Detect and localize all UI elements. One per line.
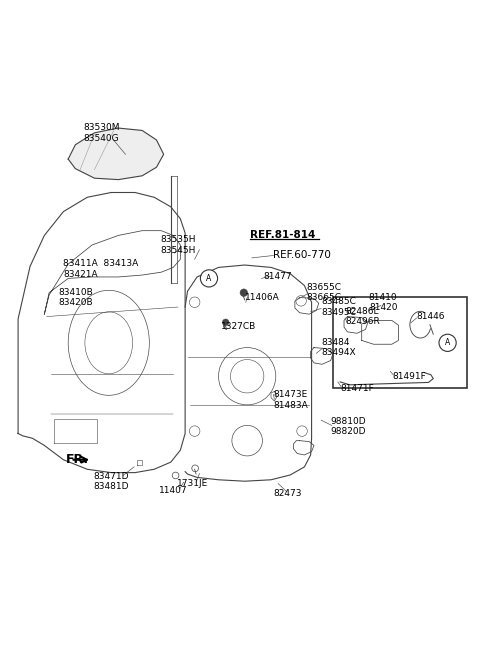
Text: A: A bbox=[445, 338, 450, 348]
Circle shape bbox=[240, 289, 248, 296]
Text: 81410
81420: 81410 81420 bbox=[369, 292, 397, 312]
Text: 81446: 81446 bbox=[417, 312, 445, 321]
Text: 83471D
83481D: 83471D 83481D bbox=[94, 472, 129, 491]
Text: 98810D
98820D: 98810D 98820D bbox=[331, 417, 366, 436]
Circle shape bbox=[222, 319, 229, 326]
Text: REF.81-814: REF.81-814 bbox=[250, 231, 315, 240]
Text: 83655C
83665C: 83655C 83665C bbox=[307, 283, 342, 302]
Text: REF.60-770: REF.60-770 bbox=[274, 250, 331, 260]
Text: 83484
83494X: 83484 83494X bbox=[321, 338, 356, 357]
Text: 1731JE: 1731JE bbox=[177, 479, 208, 488]
Circle shape bbox=[200, 270, 217, 287]
Text: 81473E
81483A: 81473E 81483A bbox=[274, 390, 308, 410]
Text: 83485C
83495C: 83485C 83495C bbox=[321, 298, 356, 317]
Text: 81491F: 81491F bbox=[393, 372, 426, 380]
Text: A: A bbox=[206, 274, 212, 283]
Text: 83535H
83545H: 83535H 83545H bbox=[160, 235, 196, 255]
Text: 1327CB: 1327CB bbox=[221, 322, 256, 330]
Text: 83410B
83420B: 83410B 83420B bbox=[59, 288, 94, 307]
Bar bbox=[333, 298, 467, 388]
Circle shape bbox=[439, 334, 456, 351]
Text: 81471F: 81471F bbox=[340, 384, 374, 393]
Text: 83411A  83413A
83421A: 83411A 83413A 83421A bbox=[63, 259, 139, 279]
Text: 11407: 11407 bbox=[159, 486, 188, 495]
Text: 11406A: 11406A bbox=[245, 293, 279, 302]
Text: 81477: 81477 bbox=[264, 271, 292, 281]
Text: FR.: FR. bbox=[66, 453, 89, 466]
Text: 82486L
82496R: 82486L 82496R bbox=[345, 307, 380, 327]
Polygon shape bbox=[68, 128, 164, 179]
Text: 82473: 82473 bbox=[274, 489, 302, 497]
Text: 83530M
83540G: 83530M 83540G bbox=[84, 123, 120, 143]
